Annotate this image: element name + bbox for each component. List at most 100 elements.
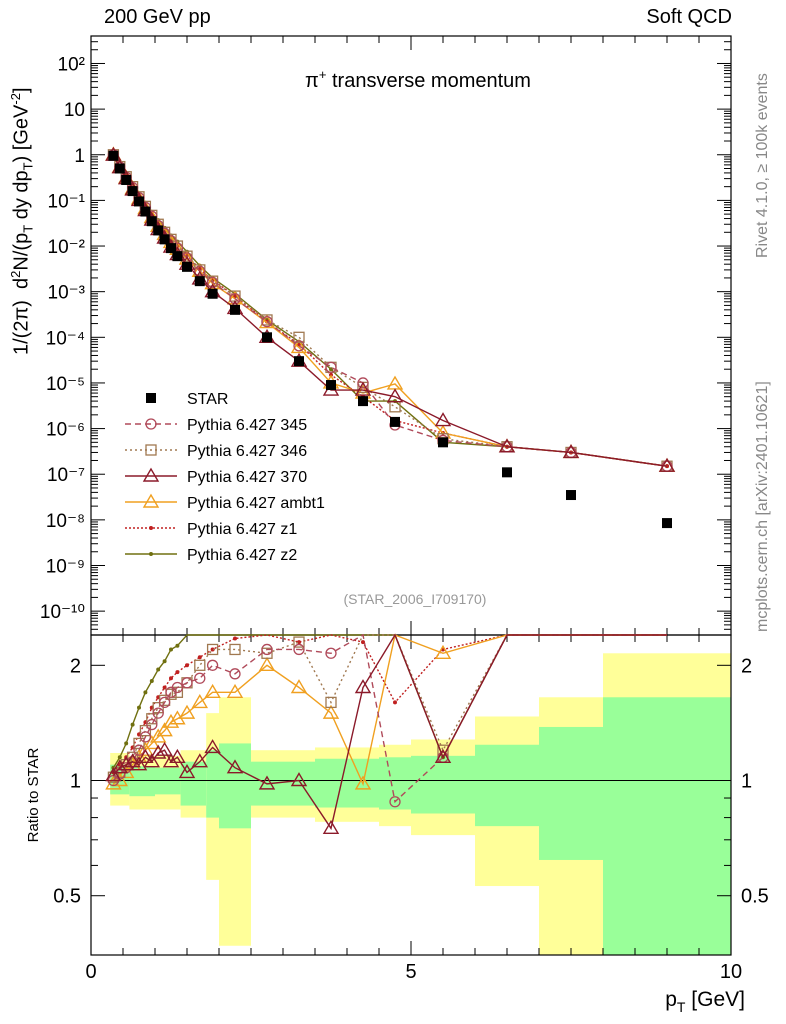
point-ratio-ambt1	[354, 775, 372, 790]
point-ratio-p370	[258, 775, 276, 790]
point-ratio-z2	[149, 678, 154, 683]
point-ratio-p345	[229, 668, 241, 680]
point-star	[121, 174, 132, 185]
band-green-2	[155, 767, 181, 795]
point-star	[153, 225, 164, 236]
point-ratio-p346	[194, 659, 206, 671]
point-star	[207, 288, 218, 299]
point-ratio-ambt1	[156, 722, 173, 737]
point-star	[390, 416, 400, 427]
point-ratio-p370	[149, 744, 167, 759]
point-star	[127, 186, 138, 197]
point-ratio-p370	[117, 756, 135, 771]
legend-label-z2: Pythia 6.427 z2	[187, 547, 297, 564]
band-green-14	[603, 697, 731, 955]
point-ratio-p370	[130, 756, 148, 771]
point-ratio-p370	[111, 759, 129, 774]
point-star	[662, 518, 672, 529]
main-y-tick-label: 10⁻⁶	[46, 420, 85, 441]
point-ratio-p370	[169, 748, 186, 763]
point-star	[159, 234, 170, 245]
line-ratio-p345	[112, 633, 667, 804]
point-ratio-z2	[156, 667, 161, 672]
point-star	[166, 243, 176, 254]
point-ratio-p370	[204, 739, 221, 754]
point-star	[566, 490, 576, 501]
x-axis-label: pT [GeV]	[665, 988, 745, 1015]
line-main-p345	[112, 154, 668, 467]
chart-title: π+ transverse momentum	[305, 67, 531, 92]
point-main-p346	[293, 331, 305, 343]
point-star	[134, 196, 144, 207]
point-ratio-p346	[146, 713, 158, 725]
band-green-7	[283, 761, 315, 806]
point-ratio-p370	[434, 748, 452, 763]
point-ratio-p345	[158, 696, 171, 709]
line-main-p346	[112, 154, 668, 467]
legend-marker-z1	[149, 526, 153, 530]
point-star	[438, 437, 448, 448]
main-frame	[90, 35, 732, 636]
header-right: Soft QCD	[646, 6, 732, 28]
series-star	[108, 150, 672, 529]
main-y-tick-label: 10⁻³	[48, 283, 86, 304]
point-main-p370	[658, 457, 676, 472]
point-ratio-p370	[156, 741, 173, 756]
point-ratio-p346	[293, 636, 305, 648]
main-y-tick-label: 10⁻⁸	[46, 511, 85, 532]
point-ratio-z2	[169, 647, 173, 652]
point-ratio-ambt1	[191, 694, 209, 709]
point-main-z1	[233, 294, 237, 299]
point-ratio-z1	[233, 636, 237, 641]
point-star	[326, 380, 336, 391]
main-y-tick-label: 10⁻¹	[48, 191, 86, 212]
legend-marker-p345	[145, 418, 157, 430]
point-main-p370	[562, 444, 580, 459]
point-star	[294, 356, 304, 367]
point-ratio-p370	[162, 753, 180, 768]
main-y-tick-label: 10⁻⁷	[47, 465, 85, 486]
header-left: 200 GeV pp	[104, 6, 211, 28]
data-series	[105, 146, 676, 835]
point-ratio-p345	[325, 647, 337, 659]
x-tick-label: 5	[405, 961, 416, 983]
legend-label-p370: Pythia 6.427 370	[187, 469, 307, 486]
point-ratio-p346	[325, 696, 337, 709]
point-ratio-p370	[124, 753, 141, 768]
point-ratio-p345	[194, 672, 206, 684]
point-ratio-ambt1	[162, 713, 180, 728]
point-ratio-p370	[322, 819, 340, 835]
band-green-8	[315, 758, 347, 808]
point-ratio-p370	[137, 748, 154, 763]
point-main-p370	[434, 412, 452, 427]
main-y-tick-label: 1	[74, 146, 85, 167]
x-tick-label: 0	[85, 961, 96, 983]
ratio-y-tick-label-right: 0.5	[741, 886, 769, 908]
point-ratio-p345	[389, 796, 401, 808]
point-main-ambt1	[204, 275, 221, 290]
point-ratio-p345	[261, 643, 273, 656]
point-ratio-z2	[117, 755, 122, 760]
point-ratio-p346	[229, 643, 241, 656]
point-ratio-ambt1	[178, 704, 196, 719]
point-star	[262, 332, 272, 343]
point-ratio-ambt1	[204, 683, 221, 699]
point-ratio-ambt1	[290, 679, 308, 694]
legend-marker-z2	[149, 552, 153, 556]
point-star	[502, 467, 512, 478]
point-star	[114, 163, 125, 174]
band-green-4	[206, 750, 219, 818]
ratio-y-tick-label: 0.5	[53, 886, 81, 908]
legend-label-p345: Pythia 6.427 345	[187, 417, 307, 434]
point-ratio-z1	[162, 685, 167, 690]
ratio-y-tick-label: 2	[70, 655, 81, 677]
point-main-p345	[261, 316, 273, 328]
point-ratio-p345	[206, 659, 219, 671]
point-ratio-p370	[290, 772, 308, 787]
legend-label-ambt1: Pythia 6.427 ambt1	[187, 495, 325, 512]
ratio-ylabel: Ratio to STAR	[25, 747, 42, 842]
point-ratio-z2	[175, 643, 180, 648]
ratio-y-tick-label-right: 2	[741, 655, 752, 677]
point-star	[172, 251, 183, 262]
point-ratio-ambt1	[322, 704, 340, 719]
